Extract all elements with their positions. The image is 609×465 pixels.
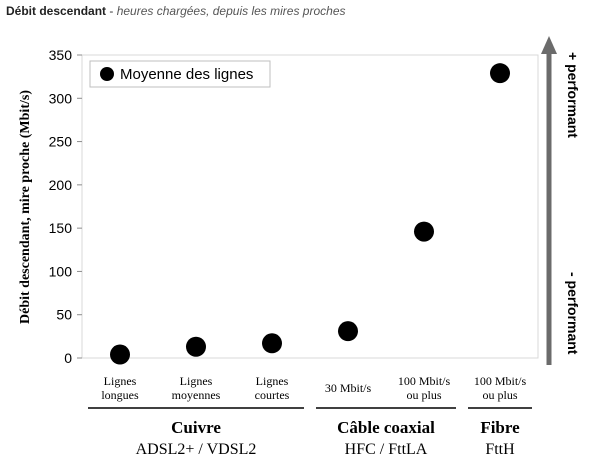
x-category-label: Lignes (256, 374, 289, 388)
x-category-label: moyennes (172, 388, 221, 402)
y-axis-label: Débit descendant, mire proche (Mbit/s) (18, 90, 33, 324)
x-category-label: ou plus (482, 388, 517, 402)
legend: Moyenne des lignes (89, 60, 271, 88)
x-category-label: 100 Mbit/s (474, 374, 527, 388)
y-tick-label: 0 (64, 350, 72, 366)
chart-caption: Débit descendant - heures chargées, depu… (6, 4, 346, 18)
x-category-label: Lignes (180, 374, 213, 388)
data-point (186, 336, 206, 357)
data-point (262, 333, 282, 354)
data-point (414, 221, 434, 242)
group-name: Cuivre (171, 418, 221, 437)
plot-area (81, 54, 539, 359)
x-axis-categories: LigneslonguesLignesmoyennesLignescourtes… (101, 374, 526, 402)
x-category-label: ou plus (406, 388, 441, 402)
caption-subtitle: heures chargées, depuis les mires proche… (116, 4, 346, 18)
y-axis: 0 50 100 150 200 250 300 350 (49, 47, 82, 366)
group-name: Fibre (480, 418, 520, 437)
x-category-label: 30 Mbit/s (325, 381, 372, 395)
group-subtitle: FttH (485, 441, 515, 458)
data-point (110, 344, 130, 365)
data-points (110, 63, 510, 365)
y-tick-label: 250 (49, 134, 73, 150)
y-tick-label: 200 (49, 177, 73, 193)
data-point (338, 321, 358, 342)
legend-box (89, 60, 271, 88)
y-tick-label: 150 (49, 220, 73, 236)
x-category-label: 100 Mbit/s (398, 374, 451, 388)
legend-label: Moyenne des lignes (120, 66, 253, 83)
arrow-head (541, 36, 557, 54)
data-point (490, 63, 510, 84)
group-subtitle: ADSL2+ / VDSL2 (136, 441, 257, 458)
x-category-label: Lignes (104, 374, 137, 388)
y-tick-label: 100 (49, 263, 73, 279)
y-tick-label: 350 (49, 47, 73, 63)
y-tick-label: 300 (49, 90, 73, 106)
category-groups: Cuivre ADSL2+ / VDSL2 Câble coaxial HFC / F… (88, 407, 532, 458)
arrow-label-top: + performant (565, 52, 581, 138)
caption-separator: - (106, 4, 117, 18)
x-category-label: longues (101, 388, 139, 402)
legend-marker (100, 67, 114, 81)
caption-title: Débit descendant (6, 4, 107, 18)
group-name: Câble coaxial (337, 418, 435, 437)
performance-arrow: + performant - performant (541, 36, 581, 365)
y-tick-label: 50 (56, 307, 72, 323)
arrow-label-bottom: - performant (565, 272, 581, 355)
group-subtitle: HFC / FttLA (345, 441, 428, 458)
x-category-label: courtes (255, 388, 290, 402)
